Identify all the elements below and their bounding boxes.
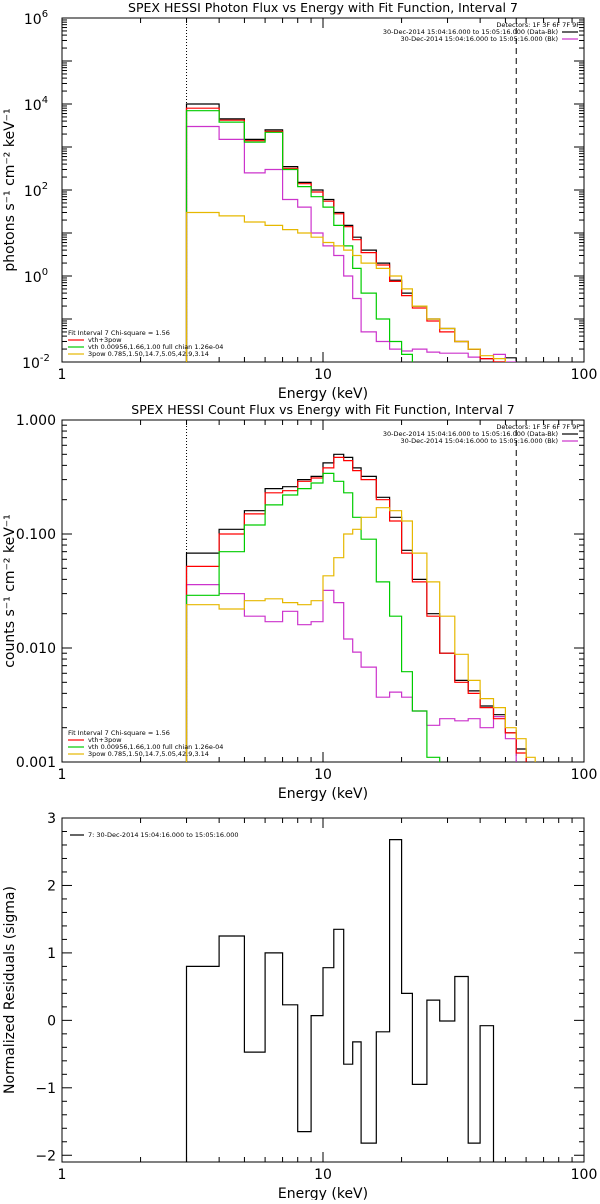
series-line-3pow xyxy=(185,211,517,362)
chart-title: SPEX HESSI Count Flux vs Energy with Fit… xyxy=(131,402,514,417)
y-tick-exponent: -2 xyxy=(40,353,50,364)
y-tick-label: 1.000 xyxy=(16,413,56,429)
y-tick-exponent: 4 xyxy=(42,95,48,106)
y-ticks xyxy=(62,17,584,363)
y-tick-label: 0.010 xyxy=(16,641,56,657)
legend-entry: Detectors: 1F 3F 6F 7F 9F xyxy=(496,21,580,29)
series-line-residuals xyxy=(185,839,495,1162)
x-tick-label: 100 xyxy=(571,767,598,783)
x-ticks xyxy=(61,818,573,1162)
x-tick-label: 10 xyxy=(314,367,332,383)
legend-entry: Detectors: 1F 3F 6F 7F 9F xyxy=(496,423,580,431)
series-line-data-bk xyxy=(185,453,536,762)
legend-entry: vth 0.00956,1.66,1.00 full chian 1.26e-0… xyxy=(88,743,223,751)
y-axis-label: counts s⁻¹ cm⁻² keV⁻¹ xyxy=(2,514,18,668)
legend-entry: 3pow 0.785,1.50,14.7,5.05,42.9,3.14 xyxy=(88,350,209,358)
x-tick-label: 10 xyxy=(314,1167,332,1183)
legend-entry: 30-Dec-2014 15:04:16.000 to 15:05:16.000… xyxy=(401,35,559,43)
chart-panel-3: 1 10 100 −2 −1 0 1 2 3 Energy (keV) Normalized Res… xyxy=(2,811,598,1202)
series-line-bk xyxy=(185,125,517,362)
y-tick-label: −1 xyxy=(35,1081,56,1097)
series-line-vth-3pow xyxy=(185,456,536,762)
y-tick-label: 0 xyxy=(47,1013,56,1029)
x-axis-label: Energy (keV) xyxy=(278,786,368,802)
y-tick-label: 2 xyxy=(47,878,56,894)
y-tick-base: 10 xyxy=(22,356,40,372)
y-tick-base: 10 xyxy=(24,12,42,28)
y-tick-label: 100 xyxy=(24,267,48,286)
y-tick-label: 0.001 xyxy=(16,755,56,771)
y-tick-label: 102 xyxy=(24,181,48,200)
y-tick-label: 0.100 xyxy=(16,527,56,543)
legend-entry: Fit Interval 7 Chi-square = 1.56 xyxy=(68,729,170,737)
legend-entry: Fit Interval 7 Chi-square = 1.56 xyxy=(68,329,170,337)
legend-entry: 30-Dec-2014 15:04:16.000 to 15:05:16.000… xyxy=(401,437,559,445)
y-tick-label: 10-2 xyxy=(22,353,50,372)
y-tick-label: 106 xyxy=(24,9,48,28)
legend-entry: vth+3pow xyxy=(88,336,122,344)
y-axis-label: photons s⁻¹ cm⁻² keV⁻¹ xyxy=(2,108,18,271)
y-tick-label: −2 xyxy=(35,1148,56,1164)
x-tick-label: 1 xyxy=(58,767,67,783)
y-tick-label: 1 xyxy=(47,946,56,962)
x-tick-label: 1 xyxy=(58,1167,67,1183)
series-line-3pow xyxy=(185,507,536,762)
x-tick-label: 100 xyxy=(571,367,598,383)
y-tick-exponent: 2 xyxy=(42,181,48,192)
x-tick-label: 100 xyxy=(571,1167,598,1183)
y-tick-label: 3 xyxy=(47,811,56,827)
y-tick-base: 10 xyxy=(24,184,42,200)
x-tick-label: 10 xyxy=(314,767,332,783)
y-tick-label: 104 xyxy=(24,95,48,114)
x-axis-label: Energy (keV) xyxy=(278,1186,368,1200)
legend-entry: 3pow 0.785,1.50,14.7,5.05,42.9,3.14 xyxy=(88,750,209,758)
chart-title: SPEX HESSI Photon Flux vs Energy with Fi… xyxy=(128,0,518,15)
chart-panel-2: 1 10 100 0.001 0.010 0.100 1.000 SPEX HESSI Cou… xyxy=(2,402,597,802)
y-tick-exponent: 6 xyxy=(42,9,48,20)
x-axis-label: Energy (keV) xyxy=(278,386,368,402)
legend-entry: 30-Dec-2014 15:04:16.000 to 15:05:16.000… xyxy=(383,28,558,36)
series-line-vth xyxy=(185,110,517,362)
legend-entry: vth 0.00956,1.66,1.00 full chian 1.26e-0… xyxy=(88,343,223,351)
y-tick-base: 10 xyxy=(24,270,42,286)
y-axis-label: Normalized Residuals (sigma) xyxy=(2,886,18,1094)
y-tick-exponent: 0 xyxy=(42,267,48,278)
series-group xyxy=(185,839,495,1162)
series-line-bk xyxy=(185,584,536,762)
y-ticks xyxy=(62,817,584,1156)
y-tick-base: 10 xyxy=(24,98,42,114)
legend-entry: 7: 30-Dec-2014 15:04:16.000 to 15:05:16.… xyxy=(88,831,239,839)
legend-entry: vth+3pow xyxy=(88,736,122,744)
x-tick-label: 1 xyxy=(58,367,67,383)
series-group xyxy=(185,453,536,762)
series-line-vth-3pow xyxy=(185,107,517,362)
series-line-data-bk xyxy=(185,103,517,362)
y-ticks xyxy=(62,419,584,763)
legend-entry: 30-Dec-2014 15:04:16.000 to 15:05:16.000… xyxy=(383,430,558,438)
x-ticks xyxy=(61,18,573,362)
x-ticks xyxy=(61,420,573,762)
series-group xyxy=(185,103,517,362)
